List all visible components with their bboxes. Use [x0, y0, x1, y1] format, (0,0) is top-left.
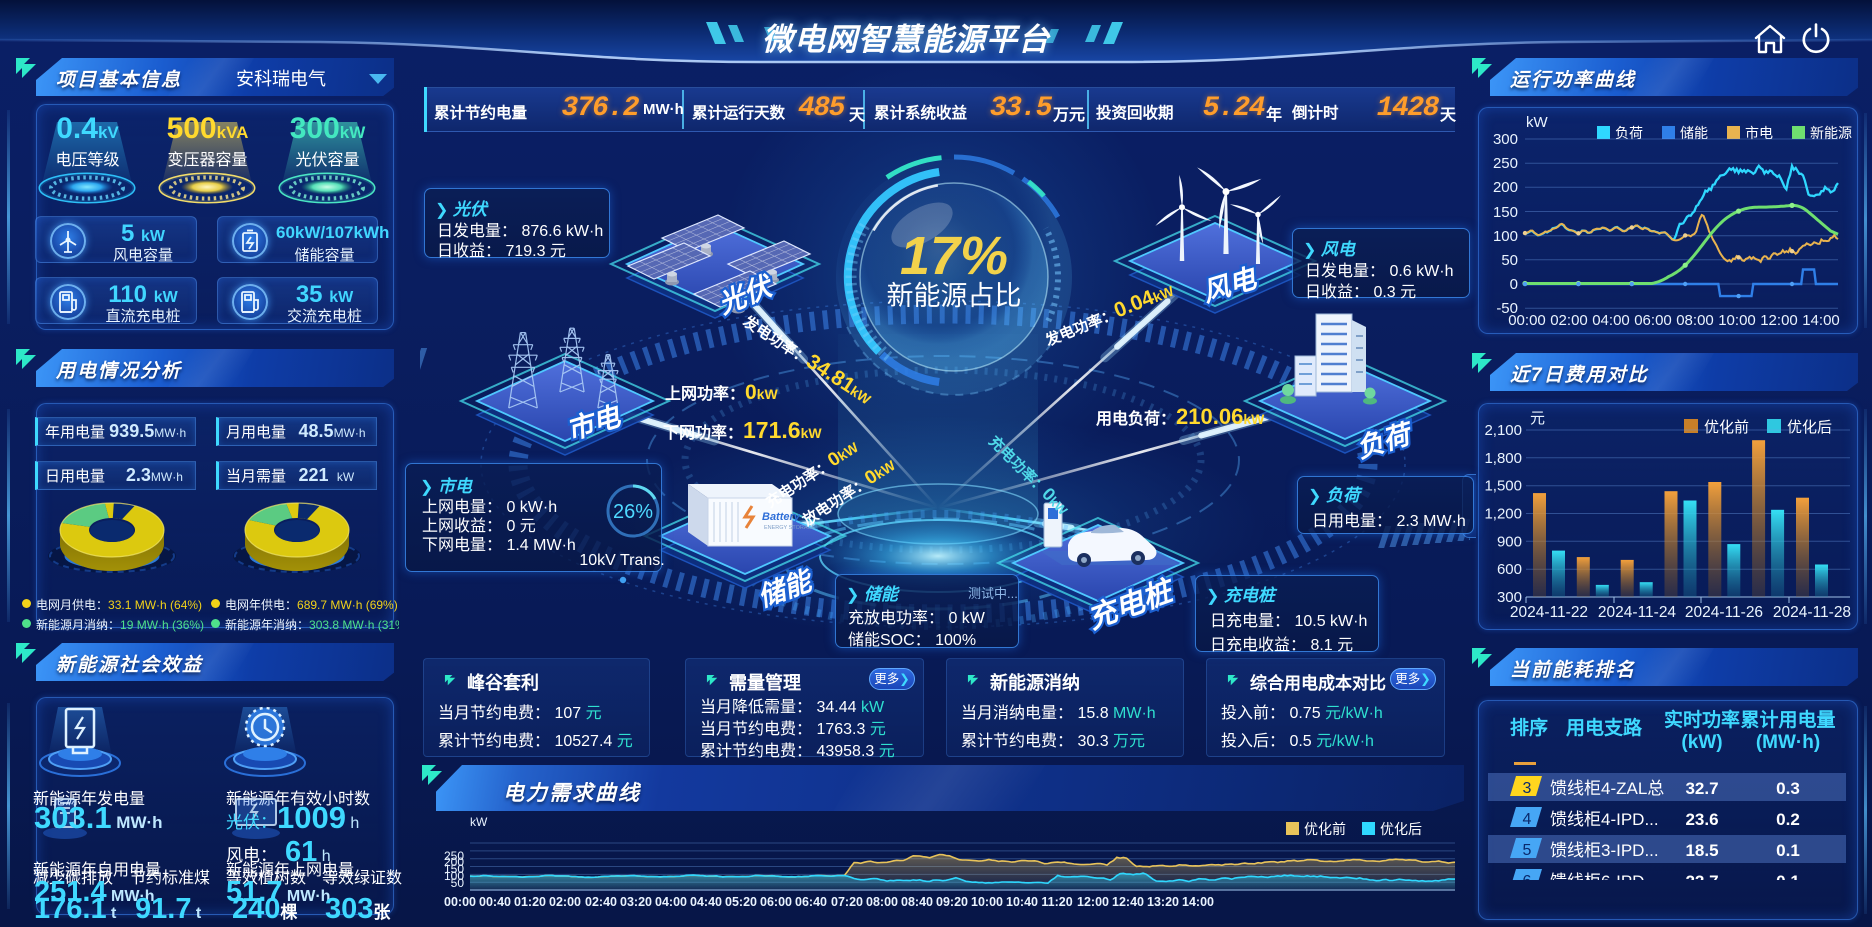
- svg-text:新能源: 新能源: [1810, 125, 1852, 141]
- svg-text:13:20: 13:20: [1147, 895, 1179, 909]
- svg-text:250: 250: [444, 849, 464, 863]
- svg-text:1,800: 1,800: [1484, 450, 1522, 467]
- svg-text:10kV Trans.: 10kV Trans.: [579, 552, 664, 569]
- svg-text:00:00: 00:00: [444, 895, 476, 909]
- svg-text:100: 100: [1493, 228, 1518, 245]
- svg-text:22.7: 22.7: [1685, 872, 1718, 891]
- svg-text:600: 600: [1497, 561, 1522, 578]
- svg-text:馈线柜4-ZAL总: 馈线柜4-ZAL总: [1550, 779, 1664, 798]
- svg-text:10:00: 10:00: [971, 895, 1003, 909]
- svg-text:(kW): (kW): [1681, 732, 1722, 753]
- svg-text:2024-11-28: 2024-11-28: [1773, 604, 1851, 621]
- svg-text:00:00: 00:00: [1508, 312, 1546, 329]
- svg-text:250: 250: [1493, 155, 1518, 172]
- svg-text:馈线柜3-IPD...: 馈线柜3-IPD...: [1550, 841, 1659, 860]
- svg-text:1,500: 1,500: [1484, 478, 1522, 495]
- svg-text:2024-11-26: 2024-11-26: [1685, 604, 1763, 621]
- svg-text:上网功率：0kW: 上网功率：0kW: [665, 381, 778, 404]
- svg-text:01:20: 01:20: [514, 895, 546, 909]
- svg-text:150: 150: [1493, 204, 1518, 221]
- svg-text:300: 300: [1497, 589, 1522, 606]
- svg-text:0.2: 0.2: [1776, 810, 1800, 829]
- svg-text:优化后: 优化后: [1380, 821, 1422, 837]
- svg-text:5: 5: [1523, 842, 1532, 859]
- svg-text:4: 4: [1523, 811, 1532, 828]
- svg-text:08:00: 08:00: [866, 895, 898, 909]
- svg-text:市电: 市电: [1745, 125, 1773, 141]
- svg-text:100: 100: [444, 869, 464, 883]
- svg-text:负荷: 负荷: [1615, 125, 1643, 141]
- svg-text:6: 6: [1523, 873, 1532, 890]
- svg-text:04:00: 04:00: [1592, 312, 1630, 329]
- svg-text:馈线柜4-IPD...: 馈线柜4-IPD...: [1550, 810, 1659, 829]
- svg-text:50: 50: [1501, 252, 1518, 269]
- svg-text:200: 200: [444, 855, 464, 869]
- svg-text:12:40: 12:40: [1112, 895, 1144, 909]
- svg-text:00:40: 00:40: [479, 895, 511, 909]
- svg-text:14:00: 14:00: [1802, 312, 1840, 329]
- svg-text:累计用电量: 累计用电量: [1740, 708, 1835, 731]
- svg-text:ENERGY STORAGE: ENERGY STORAGE: [764, 525, 816, 531]
- svg-text:优化前: 优化前: [1304, 821, 1346, 837]
- svg-text:18.5: 18.5: [1685, 841, 1718, 860]
- svg-text:2024-11-24: 2024-11-24: [1598, 604, 1677, 621]
- svg-text:排序: 排序: [1510, 716, 1548, 739]
- svg-text:11:20: 11:20: [1041, 895, 1072, 909]
- svg-text:900: 900: [1497, 533, 1522, 550]
- svg-text:50: 50: [451, 876, 465, 890]
- svg-text:08:00: 08:00: [1676, 312, 1714, 329]
- svg-text:2,100: 2,100: [1484, 422, 1522, 439]
- svg-text:05:20: 05:20: [725, 895, 757, 909]
- svg-text:元: 元: [1530, 410, 1545, 427]
- svg-text:23.6: 23.6: [1685, 810, 1718, 829]
- svg-text:06:00: 06:00: [760, 895, 792, 909]
- svg-text:200: 200: [1493, 179, 1518, 196]
- svg-text:kW: kW: [470, 815, 488, 829]
- svg-text:150: 150: [444, 862, 464, 876]
- svg-text:馈线柜6-IPD: 馈线柜6-IPD: [1550, 872, 1644, 891]
- svg-text:2024-11-22: 2024-11-22: [1510, 604, 1588, 621]
- svg-text:14:00: 14:00: [1182, 895, 1214, 909]
- svg-text:17%: 17%: [900, 226, 1008, 286]
- svg-text:0.3: 0.3: [1776, 779, 1800, 798]
- svg-text:02:00: 02:00: [549, 895, 581, 909]
- svg-text:储能: 储能: [1680, 125, 1708, 141]
- svg-text:优化前: 优化前: [1704, 419, 1749, 436]
- svg-text:实时功率: 实时功率: [1664, 708, 1740, 731]
- svg-text:10:40: 10:40: [1006, 895, 1038, 909]
- svg-text:04:00: 04:00: [655, 895, 687, 909]
- svg-text:26%: 26%: [613, 501, 653, 523]
- svg-text:32.7: 32.7: [1685, 779, 1718, 798]
- svg-text:10:00: 10:00: [1718, 312, 1756, 329]
- svg-text:09:20: 09:20: [936, 895, 968, 909]
- svg-text:07:20: 07:20: [831, 895, 863, 909]
- svg-text:0: 0: [1510, 276, 1518, 293]
- svg-text:3: 3: [1523, 780, 1532, 797]
- svg-text:-50: -50: [1496, 300, 1518, 317]
- svg-text:08:40: 08:40: [901, 895, 933, 909]
- svg-text:12:00: 12:00: [1077, 895, 1109, 909]
- svg-text:(MW·h): (MW·h): [1756, 732, 1820, 753]
- svg-text:300: 300: [1493, 131, 1518, 148]
- svg-text:新能源占比: 新能源占比: [887, 281, 1022, 311]
- svg-text:下网功率：171.6kW: 下网功率：171.6kW: [663, 417, 822, 443]
- svg-text:06:40: 06:40: [795, 895, 827, 909]
- svg-text:0.1: 0.1: [1776, 841, 1800, 860]
- svg-text:用电支路: 用电支路: [1566, 716, 1643, 739]
- svg-text:02:40: 02:40: [585, 895, 617, 909]
- svg-text:0.1: 0.1: [1776, 872, 1800, 891]
- svg-text:优化后: 优化后: [1787, 419, 1832, 436]
- svg-text:1,200: 1,200: [1484, 506, 1522, 523]
- svg-text:kW: kW: [1526, 114, 1549, 131]
- svg-text:02:00: 02:00: [1550, 312, 1588, 329]
- svg-text:04:40: 04:40: [690, 895, 722, 909]
- svg-text:Battery: Battery: [762, 511, 801, 523]
- svg-text:03:20: 03:20: [620, 895, 652, 909]
- svg-text:06:00: 06:00: [1634, 312, 1672, 329]
- svg-text:12:00: 12:00: [1760, 312, 1798, 329]
